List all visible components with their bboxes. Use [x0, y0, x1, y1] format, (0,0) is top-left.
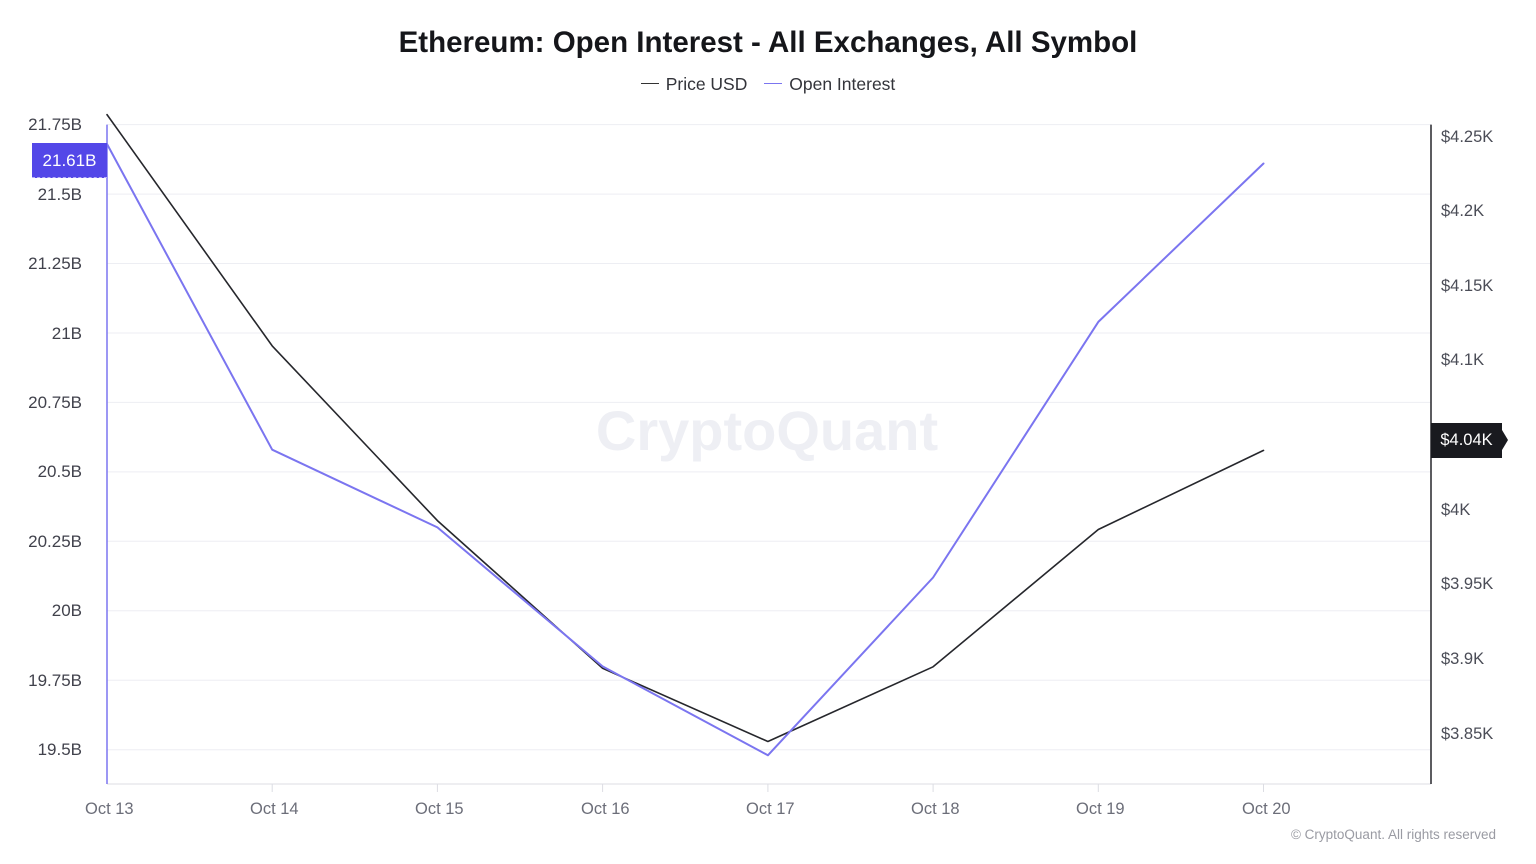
svg-text:CryptoQuant: CryptoQuant: [596, 399, 938, 462]
